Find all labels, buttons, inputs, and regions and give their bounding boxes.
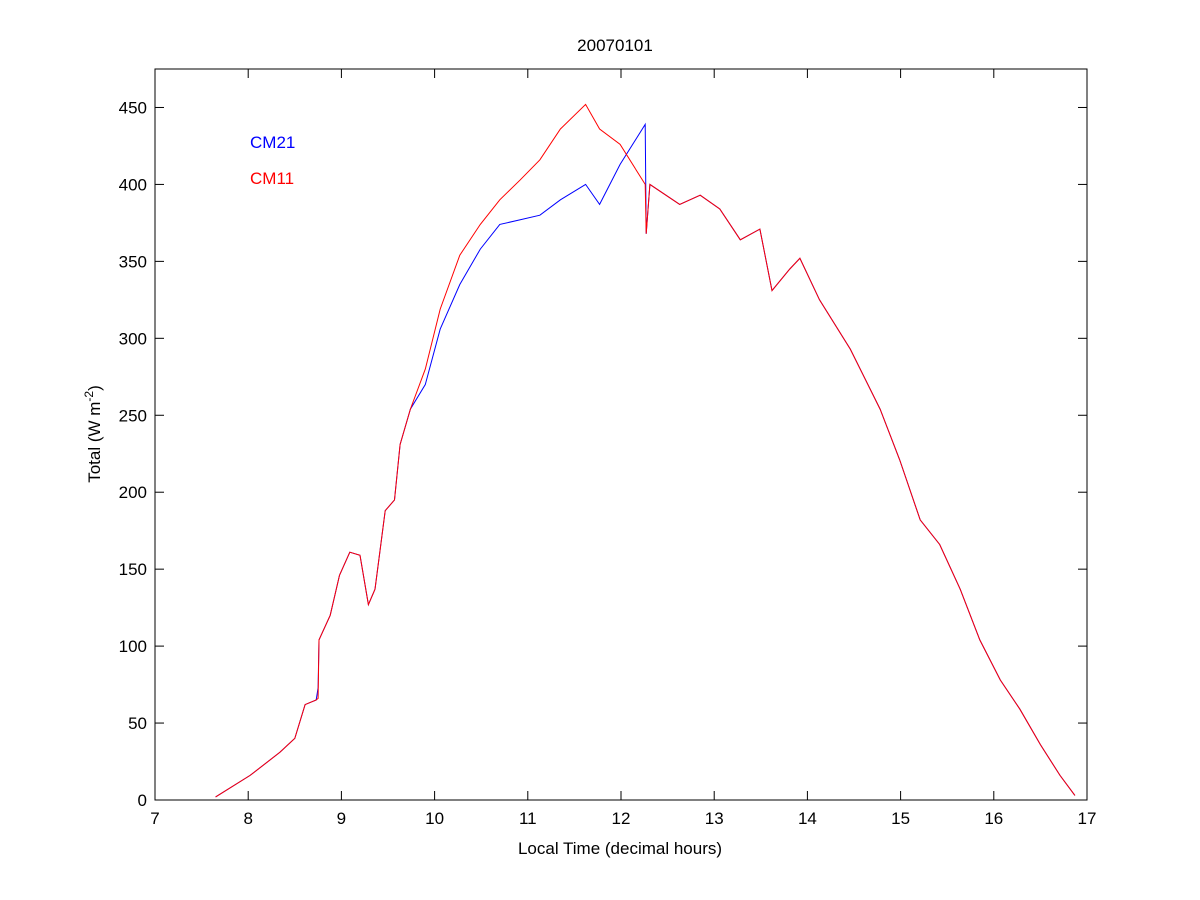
y-tick-label: 350: [119, 252, 147, 271]
legend-entry-cm21: CM21: [250, 133, 295, 152]
y-tick-label: 300: [119, 329, 147, 348]
x-tick-label: 13: [705, 809, 724, 828]
series-line-cm11: [215, 103, 1076, 798]
y-tick-label: 150: [119, 560, 147, 579]
y-tick-label: 400: [119, 175, 147, 194]
y-tick-label: 450: [119, 98, 147, 117]
chart-title: 20070101: [577, 36, 653, 55]
y-tick-label: 100: [119, 637, 147, 656]
y-tick-label: 250: [119, 406, 147, 425]
x-tick-label: 7: [150, 809, 159, 828]
y-axis-label-superscript: -2: [82, 391, 96, 402]
y-axis-label: Total (W m-2): [82, 385, 104, 483]
x-tick-label: 14: [798, 809, 817, 828]
x-tick-label: 12: [612, 809, 631, 828]
x-tick-label: 17: [1078, 809, 1097, 828]
x-tick-label: 16: [984, 809, 1003, 828]
x-axis-label: Local Time (decimal hours): [518, 839, 722, 858]
x-tick-label: 15: [891, 809, 910, 828]
legend-entry-cm11: CM11: [250, 169, 294, 188]
x-tick-label: 10: [425, 809, 444, 828]
y-tick-label: 50: [128, 714, 147, 733]
y-axis-label-close: ): [85, 385, 104, 391]
y-tick-label: 0: [138, 791, 147, 810]
x-tick-label: 8: [243, 809, 252, 828]
y-tick-label: 200: [119, 483, 147, 502]
series-lines: [215, 103, 1076, 798]
x-tick-label: 9: [337, 809, 346, 828]
axis-ticks: 7 8 9 10 11 12 13 14 15 16 17 0 50 100 150 200 250 300 350…: [119, 69, 1097, 828]
x-tick-label: 11: [519, 809, 537, 828]
y-axis-label-main: Total (W m: [85, 402, 104, 483]
plot-area: [154, 68, 1088, 801]
